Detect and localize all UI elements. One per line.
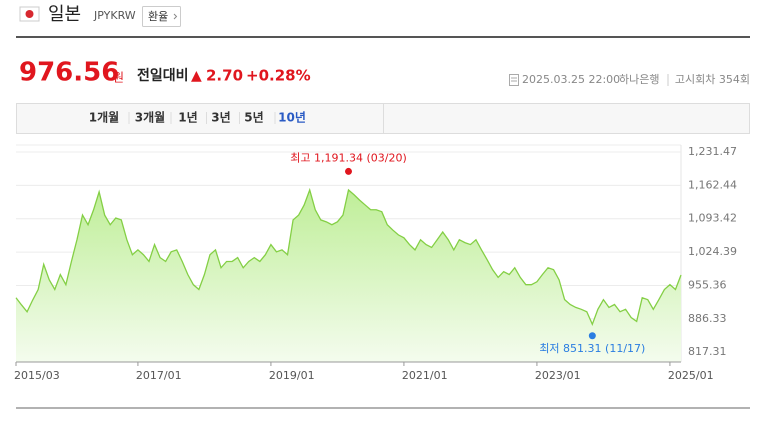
x-tick-label: 2023/01 [535,369,581,382]
tab[interactable]: 3개월 [135,110,165,125]
change-arrow: ▲ [191,68,202,84]
y-tick-label: 1,231.47 [688,145,737,158]
rate-button-label[interactable]: 환율 [148,10,168,23]
tab[interactable]: 1개월 [89,110,119,125]
currency-code: JPYKRW [93,9,136,22]
tab[interactable]: 5년 [244,111,263,125]
y-tick-label: 1,024.39 [688,245,737,258]
meta-date: 2025.03.25 22:00 [522,73,620,86]
change: 2.70 [206,67,243,85]
currency-name: 일본 [48,4,81,25]
y-tick-label: 1,093.42 [688,212,737,225]
annotation-dot [588,332,596,340]
meta-icon [509,74,519,86]
x-tick-label: 2019/01 [269,369,315,382]
meta-round: 고시회차 354회 [675,73,750,86]
x-tick-label: 2017/01 [136,369,182,382]
tab[interactable]: 1년 [178,111,197,125]
x-tick-label: 2021/01 [402,369,448,382]
y-tick-label: 817.31 [688,345,727,358]
meta-bank: 하나은행 [619,72,659,86]
tab[interactable]: 10년 [278,111,306,125]
rate-button[interactable]: 환율 [142,6,181,27]
tabs: 1개월 3개월 1년 3년 5년 10년 [89,110,306,125]
x-tick-label: 2015/03 [14,369,60,382]
annotation-label: 최고 1,191.34 (03/20) [290,151,407,164]
area [16,189,681,362]
chart: 817.31 886.33 955.36 1,024.39 1,093.42 1,162.… [14,144,737,382]
x-tick-label: 2025/01 [668,369,714,382]
annotation-dot [345,167,352,175]
y-tick-label: 955.36 [688,278,727,291]
price-unit: 원 [113,71,124,85]
tab[interactable]: 3년 [211,111,230,125]
price: 976.56 [19,58,119,88]
change-percent: +0.28% [246,67,311,85]
y-tick-label: 1,162.44 [688,178,737,191]
chevron [173,13,178,20]
y-tick-label: 886.33 [688,312,727,325]
annotation-label: 최저 851.31 (11/17) [539,342,645,355]
flag [19,6,40,22]
line [15,187,682,327]
change-label: 전일대비 [137,67,189,84]
